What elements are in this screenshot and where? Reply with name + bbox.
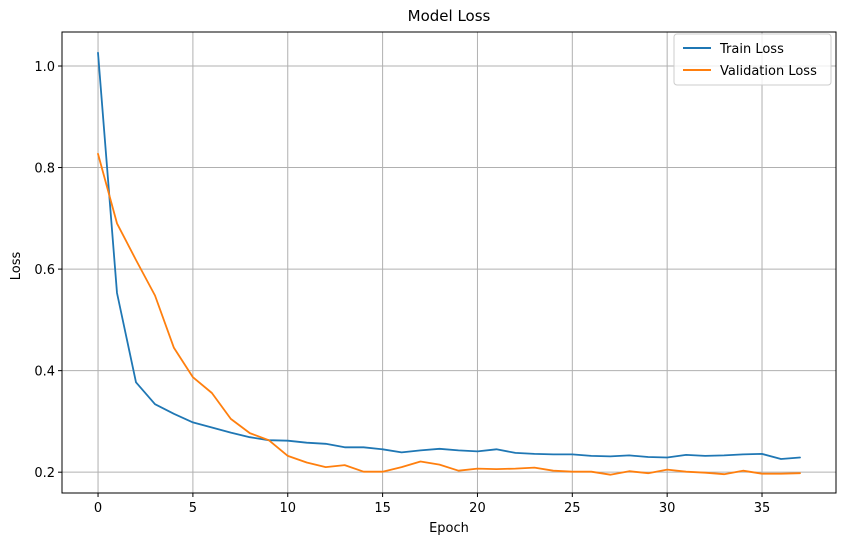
x-tick-label: 15: [374, 501, 391, 516]
plot-area: [62, 32, 836, 493]
grid-layer: [62, 32, 836, 493]
legend-label-train: Train Loss: [719, 42, 784, 57]
series-line-validation-loss: [97, 152, 801, 476]
y-tick-label: 0.6: [34, 263, 55, 278]
y-tick-label: 0.2: [34, 466, 55, 481]
x-axis-label: Epoch: [429, 521, 469, 536]
chart-title: Model Loss: [408, 7, 491, 25]
series-layer: [97, 51, 801, 476]
x-tick-label: 5: [189, 501, 197, 516]
y-tick-label: 1.0: [34, 60, 55, 75]
y-tick-label: 0.4: [34, 365, 55, 380]
legend-box: [673, 33, 832, 86]
x-tick-label: 30: [659, 501, 676, 516]
tick-layer: 0 5 10 15 20 25 30 35 0.2 0.4 0.6 0.8 1.0: [34, 60, 770, 516]
y-axis-label: Loss: [9, 252, 24, 281]
series-line-train-loss: [97, 51, 801, 460]
y-tick-label: 0.8: [34, 162, 55, 177]
x-tick-label: 35: [754, 501, 771, 516]
legend-label-validation: Validation Loss: [720, 64, 817, 79]
x-tick-label: 10: [279, 501, 296, 516]
x-tick-label: 0: [94, 501, 102, 516]
x-tick-label: 25: [564, 501, 581, 516]
x-tick-label: 20: [469, 501, 486, 516]
plot-frame: [61, 31, 837, 494]
legend: Train Loss Validation Loss: [673, 33, 832, 86]
